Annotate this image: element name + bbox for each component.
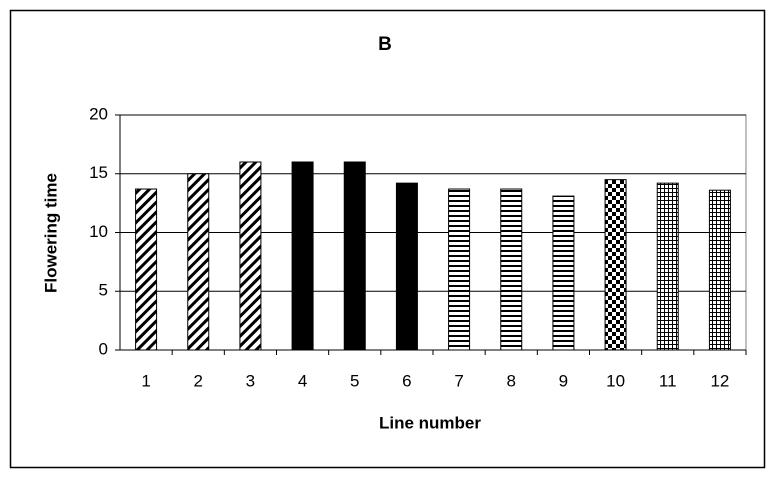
y-tick-label: 20 [89,104,108,123]
x-tick-label: 9 [559,371,568,390]
x-tick-label: 11 [659,371,677,390]
bar [656,182,679,351]
bar [395,182,418,351]
y-tick-label: 0 [99,339,108,358]
bar [552,195,575,351]
bar [708,189,731,351]
y-tick-label: 10 [89,222,108,241]
x-tick-label: 10 [606,371,625,390]
y-axis-title: Flowering time [41,173,60,293]
x-axis-title: Line number [379,413,481,432]
y-tick-label: 15 [89,163,108,182]
x-tick-label: 8 [507,371,516,390]
x-tick-label: 2 [194,371,203,390]
x-tick-label: 7 [454,371,463,390]
x-tick-label: 1 [141,371,150,390]
bar [291,161,314,351]
x-tick-label: 5 [350,371,359,390]
x-tick-label: 12 [710,371,729,390]
y-tick-label: 5 [99,281,108,300]
x-tick-label: 4 [298,371,307,390]
bar [239,161,262,351]
bar [343,161,366,351]
chart-title: B [378,34,392,55]
chart-border [9,9,766,469]
bar [135,188,158,351]
bar [187,173,210,351]
x-tick-label: 6 [402,371,411,390]
bar [500,188,523,351]
bar [448,188,471,351]
x-tick-label: 3 [246,371,255,390]
bar [604,179,627,351]
